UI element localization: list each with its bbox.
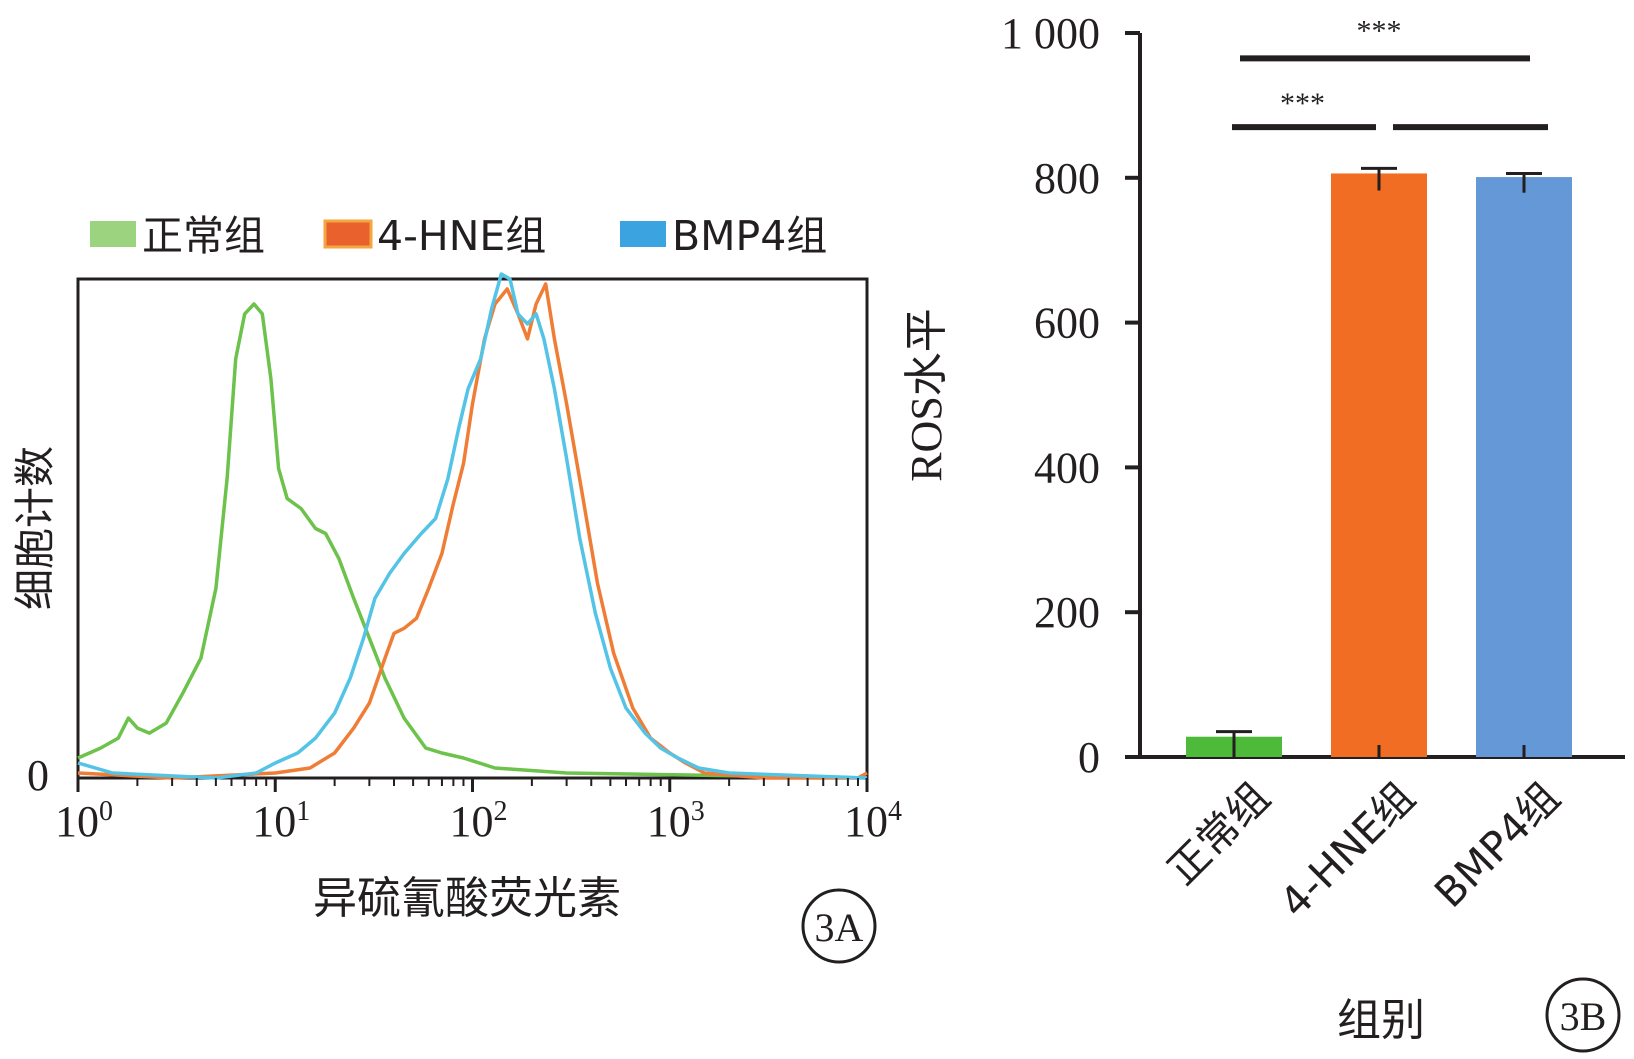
y-axis-title: 细胞计数	[11, 446, 59, 610]
x-category-labels: 正常组 4-HNE组 BMP4组	[1158, 773, 1569, 927]
legend-swatch-normal	[90, 221, 136, 247]
histogram-line-2	[77, 272, 868, 780]
x-axis-title: 组别	[1337, 995, 1425, 1046]
significance-brackets	[1232, 55, 1548, 131]
legend-item-bmp4: BMP4组	[620, 212, 827, 260]
x-axis-title: 异硫氰酸荧光素	[313, 873, 621, 924]
y-tick-label-400: 400	[1034, 443, 1100, 492]
x-tick-label-1: 101	[252, 796, 310, 846]
category-label-4hne: 4-HNE组	[1270, 773, 1424, 927]
legend-swatch-bmp4	[620, 221, 666, 247]
x-tick-label-0: 100	[55, 796, 113, 846]
legend-swatch-4hne	[323, 219, 373, 249]
histogram-line-0	[77, 302, 868, 780]
legend-label-4hne: 4-HNE组	[377, 212, 546, 260]
bar-2	[1476, 177, 1572, 758]
y-tick-label-0: 0	[27, 751, 49, 800]
histogram-curves	[77, 272, 868, 780]
y-tick-label-600: 600	[1034, 299, 1100, 348]
y-tick-label-1000: 1 000	[1001, 9, 1100, 58]
category-label-bmp4: BMP4组	[1425, 773, 1569, 917]
panel-label-text: 3B	[1560, 994, 1607, 1039]
panel-label-circle	[1545, 977, 1621, 1053]
panel-label-3b: 3B	[1545, 977, 1621, 1053]
y-tick-label-0: 0	[1078, 733, 1100, 782]
plot-frame	[76, 277, 869, 780]
panel-3a-histogram: 正常组 4-HNE组 BMP4组 100 101 102 103 104 0	[11, 212, 902, 964]
legend-label-normal: 正常组	[142, 212, 265, 260]
category-label-normal: 正常组	[1158, 773, 1279, 894]
legend-item-4hne: 4-HNE组	[323, 212, 546, 260]
x-tick-label-4: 104	[844, 796, 902, 846]
significance-label-1: ***	[1357, 14, 1402, 47]
y-axis-ticks	[1125, 31, 1140, 759]
y-tick-labels: 0 200 400 600 800 1 000	[1001, 9, 1100, 782]
legend-item-normal: 正常组	[90, 212, 265, 260]
legend: 正常组 4-HNE组 BMP4组	[90, 212, 827, 260]
panel-3b-bar-chart: 0 200 400 600 800 1 000 *** *** 正常组 4-HN…	[902, 9, 1625, 1053]
x-axis-ticks	[76, 778, 869, 792]
x-tick-labels: 100 101 102 103 104	[55, 796, 902, 846]
significance-labels: *** ***	[1280, 14, 1402, 120]
panel-label-3a: 3A	[801, 888, 877, 964]
y-tick-label-200: 200	[1034, 588, 1100, 637]
bar-1	[1331, 173, 1427, 757]
panel-label-circle	[801, 888, 877, 964]
y-axis-title: ROS水平	[902, 308, 951, 482]
x-tick-label-2: 102	[450, 796, 508, 846]
significance-label-0: ***	[1280, 87, 1325, 120]
legend-label-bmp4: BMP4组	[672, 212, 827, 260]
y-tick-label-800: 800	[1034, 154, 1100, 203]
x-tick-label-3: 103	[647, 796, 705, 846]
panel-label-text: 3A	[815, 905, 864, 950]
bars	[1186, 166, 1572, 758]
histogram-line-1	[77, 282, 868, 780]
